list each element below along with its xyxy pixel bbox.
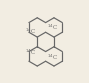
Text: $^{14}$C: $^{14}$C (47, 52, 57, 62)
Text: $^{14}$C: $^{14}$C (25, 47, 36, 57)
Text: $^{14}$C: $^{14}$C (25, 27, 36, 36)
Text: $^{14}$C: $^{14}$C (47, 22, 57, 32)
